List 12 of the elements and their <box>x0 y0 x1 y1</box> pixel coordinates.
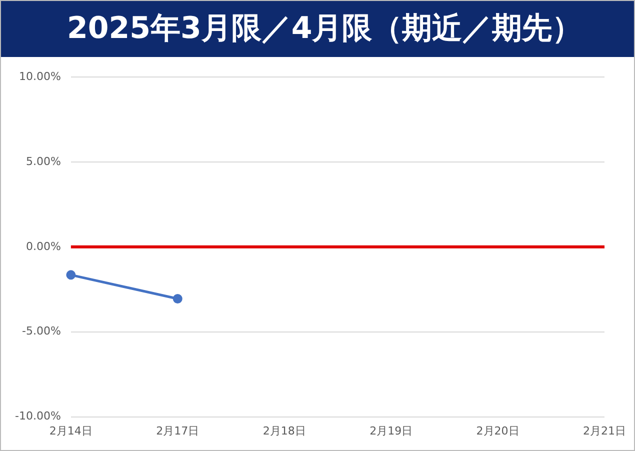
x-tick-label: 2月21日 <box>583 424 626 438</box>
y-tick-label: 10.00% <box>18 70 61 83</box>
x-tick-label: 2月20日 <box>476 424 520 438</box>
y-tick-label: 5.00% <box>26 154 61 168</box>
x-tick-label: 2月17日 <box>156 424 200 438</box>
x-tick-label: 2月18日 <box>262 424 306 438</box>
y-tick-label: 0.00% <box>26 240 61 253</box>
x-tick-label: 2月14日 <box>49 424 92 438</box>
x-tick-label: 2月19日 <box>370 424 413 438</box>
chart-title: 2025年3月限／4月限（期近／期先） <box>1 1 634 57</box>
y-tick-label: -5.00% <box>22 324 61 338</box>
y-tick-label: -10.00% <box>14 410 61 423</box>
